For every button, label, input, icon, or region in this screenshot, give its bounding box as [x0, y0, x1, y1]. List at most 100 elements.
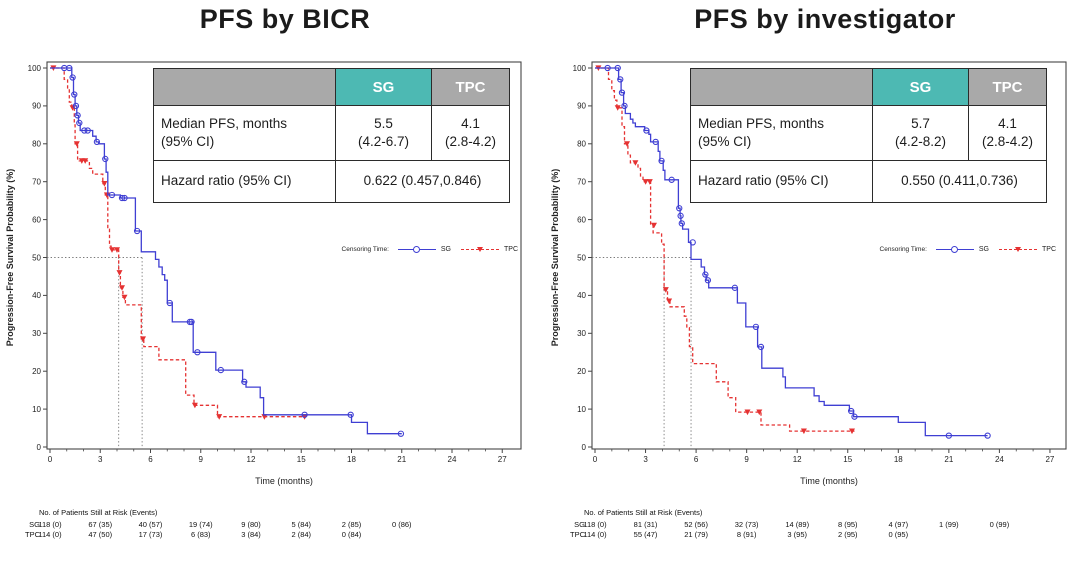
svg-text:9: 9	[744, 455, 749, 464]
censor-triangle-icon	[261, 414, 268, 420]
sg-curve	[595, 64, 991, 439]
censor-circle-icon	[847, 407, 855, 415]
at-risk-row-label: TPC	[25, 530, 41, 539]
censor-triangle-icon	[849, 428, 855, 435]
censor-circle-icon	[397, 430, 405, 437]
svg-text:40: 40	[32, 291, 41, 300]
summary-table-bicr: SG TPC Median PFS, months (95% CI) 5.5 (4.…	[153, 68, 510, 203]
censor-circle-icon	[133, 227, 141, 235]
at-risk-value: 55 (47)	[634, 530, 658, 539]
svg-text:100: 100	[28, 64, 42, 73]
svg-text:40: 40	[577, 291, 586, 300]
km-plot-bicr: 0 3 6 9 12 15 18 21 24 27 0 10 20 30 40 50 60 70 80 90 100 Ti…	[5, 61, 522, 539]
km-plot-investigator: 0 3 6 9 12 15 18 21 24 27 0 10 20 30 40 50 60 70 80 90 100 Ti…	[550, 61, 1067, 539]
censor-circle-icon	[108, 191, 116, 199]
at-risk-value: 114 (0)	[583, 530, 607, 539]
at-risk-value: 6 (83)	[191, 530, 211, 539]
svg-text:30: 30	[577, 329, 586, 338]
censor-triangle-icon	[624, 141, 630, 147]
censor-triangle-icon	[73, 141, 80, 147]
svg-text:80: 80	[32, 140, 41, 149]
censor-triangle-icon	[140, 336, 146, 342]
censor-circle-icon	[102, 155, 109, 163]
median-pfs-row: Median PFS, months (95% CI) 5.7 (4.2-8.2) …	[690, 105, 1047, 161]
at-risk-title: No. of Patients Still at Risk (Events)	[584, 508, 703, 517]
at-risk-value: 17 (73)	[139, 530, 163, 539]
summary-corner-cell	[153, 68, 336, 106]
censor-circle-icon	[704, 277, 712, 284]
at-risk-value: 118 (0)	[583, 520, 607, 529]
censor-circle-icon	[950, 245, 958, 253]
censor-circle-icon	[412, 245, 420, 253]
at-risk-value: 9 (80)	[241, 520, 261, 529]
censor-circle-icon	[93, 138, 101, 146]
censor-circle-icon	[76, 119, 83, 127]
svg-text:3: 3	[643, 455, 648, 464]
at-risk-value: 52 (56)	[684, 520, 708, 529]
at-risk-value: 2 (95)	[838, 530, 858, 539]
censor-triangle-icon	[116, 270, 123, 276]
censor-triangle-icon	[69, 105, 76, 111]
axes: 0 3 6 9 12 15 18 21 24 27 0 10 20 30 40 50 60 70 80 90 100 Ti…	[5, 64, 507, 486]
censor-triangle-icon	[1014, 246, 1021, 252]
censor-circle-icon	[166, 299, 173, 307]
censor-circle-icon	[604, 64, 611, 72]
censor-circle-icon	[72, 102, 80, 110]
hazard-ratio-value: 0.550 (0.411,0.736)	[872, 160, 1047, 203]
at-risk-value: 40 (57)	[139, 520, 163, 529]
censor-circle-icon	[121, 194, 128, 202]
at-risk-value: 4 (97)	[889, 520, 909, 529]
svg-text:0: 0	[48, 455, 53, 464]
censor-circle-icon	[188, 318, 195, 326]
censor-circle-icon	[621, 102, 628, 110]
censor-circle-icon	[643, 127, 650, 134]
median-pfs-label: Median PFS, months (95% CI)	[690, 105, 873, 161]
at-risk-value: 0 (99)	[990, 520, 1010, 529]
legend-tpc-label: TPC	[1042, 246, 1056, 253]
censor-triangle-icon	[614, 105, 621, 111]
at-risk-value: 3 (84)	[241, 530, 261, 539]
svg-text:0: 0	[37, 443, 42, 452]
panel-pfs-investigator: PFS by investigator 0 3 6 9 12 15 18 21 24 27 0 10 2…	[540, 0, 1080, 579]
at-risk-value: 47 (50)	[88, 530, 112, 539]
svg-text:15: 15	[843, 455, 852, 464]
svg-text:50: 50	[32, 253, 41, 262]
y-axis-label: Progression-Free Survival Probability (%…	[5, 169, 15, 347]
hazard-ratio-label: Hazard ratio (95% CI)	[690, 160, 873, 203]
svg-text:9: 9	[199, 455, 204, 464]
svg-text:20: 20	[577, 367, 586, 376]
svg-text:100: 100	[573, 64, 587, 73]
censor-circle-icon	[731, 284, 739, 291]
censor-circle-icon	[658, 157, 665, 165]
median-reference-lines	[592, 257, 692, 449]
censor-triangle-icon	[216, 414, 223, 420]
sg-curve	[50, 64, 405, 437]
censor-circle-icon	[66, 64, 73, 72]
hazard-ratio-label: Hazard ratio (95% CI)	[153, 160, 336, 203]
chart-title-investigator: PFS by investigator	[694, 4, 956, 34]
at-risk-value: 19 (74)	[189, 520, 213, 529]
at-risk-value: 1 (99)	[939, 520, 959, 529]
censor-triangle-icon	[642, 179, 649, 185]
panel-pfs-bicr: PFS by BICR 0 3 6 9 12 15 18 21 24 27 0 10 20 30 40 50 6…	[5, 4, 522, 539]
svg-text:6: 6	[694, 455, 699, 464]
censor-circle-icon	[757, 343, 765, 351]
censor-triangle-icon	[662, 287, 669, 293]
censor-circle-icon	[677, 212, 684, 219]
censor-circle-icon	[618, 89, 626, 96]
svg-text:6: 6	[148, 455, 153, 464]
at-risk-value: 2 (85)	[342, 520, 362, 529]
censor-triangle-icon	[476, 246, 483, 252]
x-axis-label: Time (months)	[800, 476, 858, 486]
censor-circle-icon	[347, 411, 354, 418]
at-risk-value: 21 (79)	[684, 530, 708, 539]
chart-title-bicr: PFS by BICR	[199, 4, 371, 34]
svg-text:60: 60	[577, 215, 586, 224]
censor-circle-icon	[118, 194, 126, 202]
hazard-ratio-row: Hazard ratio (95% CI) 0.622 (0.457,0.846…	[153, 160, 510, 203]
censor-triangle-icon	[101, 181, 108, 187]
summary-col-tpc: TPC	[968, 68, 1047, 106]
svg-text:21: 21	[397, 455, 406, 464]
at-risk-value: 114 (0)	[38, 530, 62, 539]
censor-triangle-icon	[119, 285, 125, 291]
